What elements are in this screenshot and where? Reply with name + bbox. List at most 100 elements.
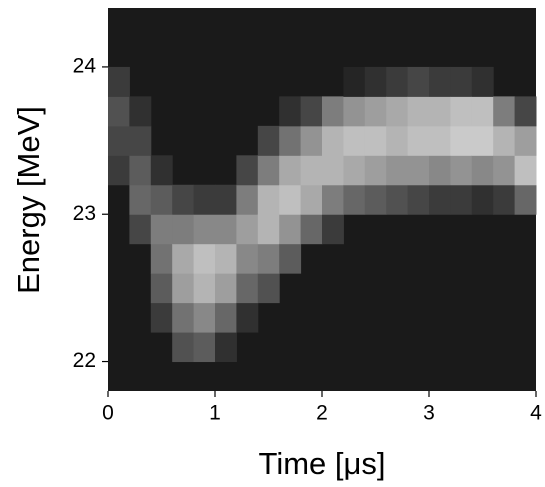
heat-cell: [257, 273, 280, 304]
heat-cell: [514, 125, 537, 156]
heat-cell: [236, 243, 259, 274]
y-tick-label: 23: [73, 202, 96, 225]
heat-cell: [257, 184, 280, 215]
heat-cell: [236, 273, 259, 304]
heat-cell: [257, 243, 280, 274]
heat-cell: [300, 125, 323, 156]
heat-cell: [386, 125, 409, 156]
heat-cell: [429, 66, 451, 97]
heat-cell: [193, 302, 216, 333]
heat-cell: [172, 273, 195, 304]
heat-cell: [343, 184, 366, 215]
heat-cell: [129, 96, 152, 127]
heat-cell: [236, 155, 259, 186]
heat-cell: [215, 243, 237, 274]
heat-cell: [386, 155, 409, 186]
heat-cell: [450, 155, 473, 186]
heat-cell: [300, 96, 323, 127]
heat-cell: [493, 155, 516, 186]
heat-cell: [322, 125, 344, 156]
heat-cell: [386, 66, 409, 97]
heat-cell: [172, 184, 195, 215]
heat-cell: [150, 214, 173, 245]
heat-cell: [215, 332, 237, 363]
heat-cell: [407, 125, 430, 156]
heat-cell: [364, 184, 387, 215]
heat-cell: [514, 184, 537, 215]
heat-cell: [236, 214, 259, 245]
heat-cell: [215, 273, 237, 304]
heat-cell: [429, 184, 451, 215]
heat-cell: [386, 184, 409, 215]
heat-cell: [257, 125, 280, 156]
x-tick-label: 0: [102, 402, 114, 425]
heat-cell: [236, 302, 259, 333]
heat-cell: [129, 184, 152, 215]
heat-cell: [450, 96, 473, 127]
heat-cell: [279, 155, 302, 186]
y-axis-label: Energy [MeV]: [11, 106, 46, 294]
heat-cell: [493, 125, 516, 156]
heat-cell: [300, 214, 323, 245]
heat-cell: [343, 155, 366, 186]
heat-cell: [343, 66, 366, 97]
heat-cell: [429, 96, 451, 127]
heat-cell: [343, 125, 366, 156]
heat-cell: [407, 66, 430, 97]
heat-cell: [108, 155, 130, 186]
heat-cell: [429, 125, 451, 156]
heat-cell: [150, 155, 173, 186]
heat-cell: [407, 96, 430, 127]
y-tick-label: 24: [73, 54, 97, 77]
heat-cell: [514, 155, 537, 186]
heat-cell: [450, 184, 473, 215]
heat-cell: [129, 155, 152, 186]
heat-cell: [450, 66, 473, 97]
x-tick-label: 3: [423, 402, 435, 425]
heat-cell: [108, 96, 130, 127]
heat-cell: [471, 96, 494, 127]
heat-cell: [172, 243, 195, 274]
heat-cell: [193, 332, 216, 363]
heat-cell: [429, 155, 451, 186]
heat-cell: [129, 214, 152, 245]
heat-cell: [343, 96, 366, 127]
heat-cell: [193, 243, 216, 274]
heat-cell: [322, 155, 344, 186]
heat-cell: [322, 184, 344, 215]
heat-cell: [279, 214, 302, 245]
heat-cell: [364, 66, 387, 97]
heat-cell: [493, 184, 516, 215]
heat-cell: [364, 155, 387, 186]
x-tick-label: 1: [209, 402, 221, 425]
heat-cell: [386, 96, 409, 127]
heat-cell: [471, 184, 494, 215]
heat-cell: [322, 214, 344, 245]
heat-cell: [129, 125, 152, 156]
heat-cell: [150, 184, 173, 215]
heat-cell: [150, 243, 173, 274]
x-tick-label: 2: [316, 402, 328, 425]
heat-cell: [108, 125, 130, 156]
heat-cell: [407, 155, 430, 186]
heat-cell: [279, 184, 302, 215]
heat-cell: [215, 214, 237, 245]
heat-cell: [172, 332, 195, 363]
heat-cell: [193, 273, 216, 304]
heat-cell: [471, 66, 494, 97]
heat-cell: [172, 302, 195, 333]
heat-cell: [407, 184, 430, 215]
heat-cell: [257, 214, 280, 245]
heat-cell: [514, 96, 537, 127]
heat-cell: [279, 96, 302, 127]
heat-cell: [471, 125, 494, 156]
heat-cell: [364, 96, 387, 127]
heat-cell: [279, 125, 302, 156]
heat-cell: [322, 96, 344, 127]
heat-cell: [236, 184, 259, 215]
heat-cell: [193, 214, 216, 245]
heat-cell: [172, 214, 195, 245]
heat-cell: [215, 184, 237, 215]
heat-cell: [471, 155, 494, 186]
